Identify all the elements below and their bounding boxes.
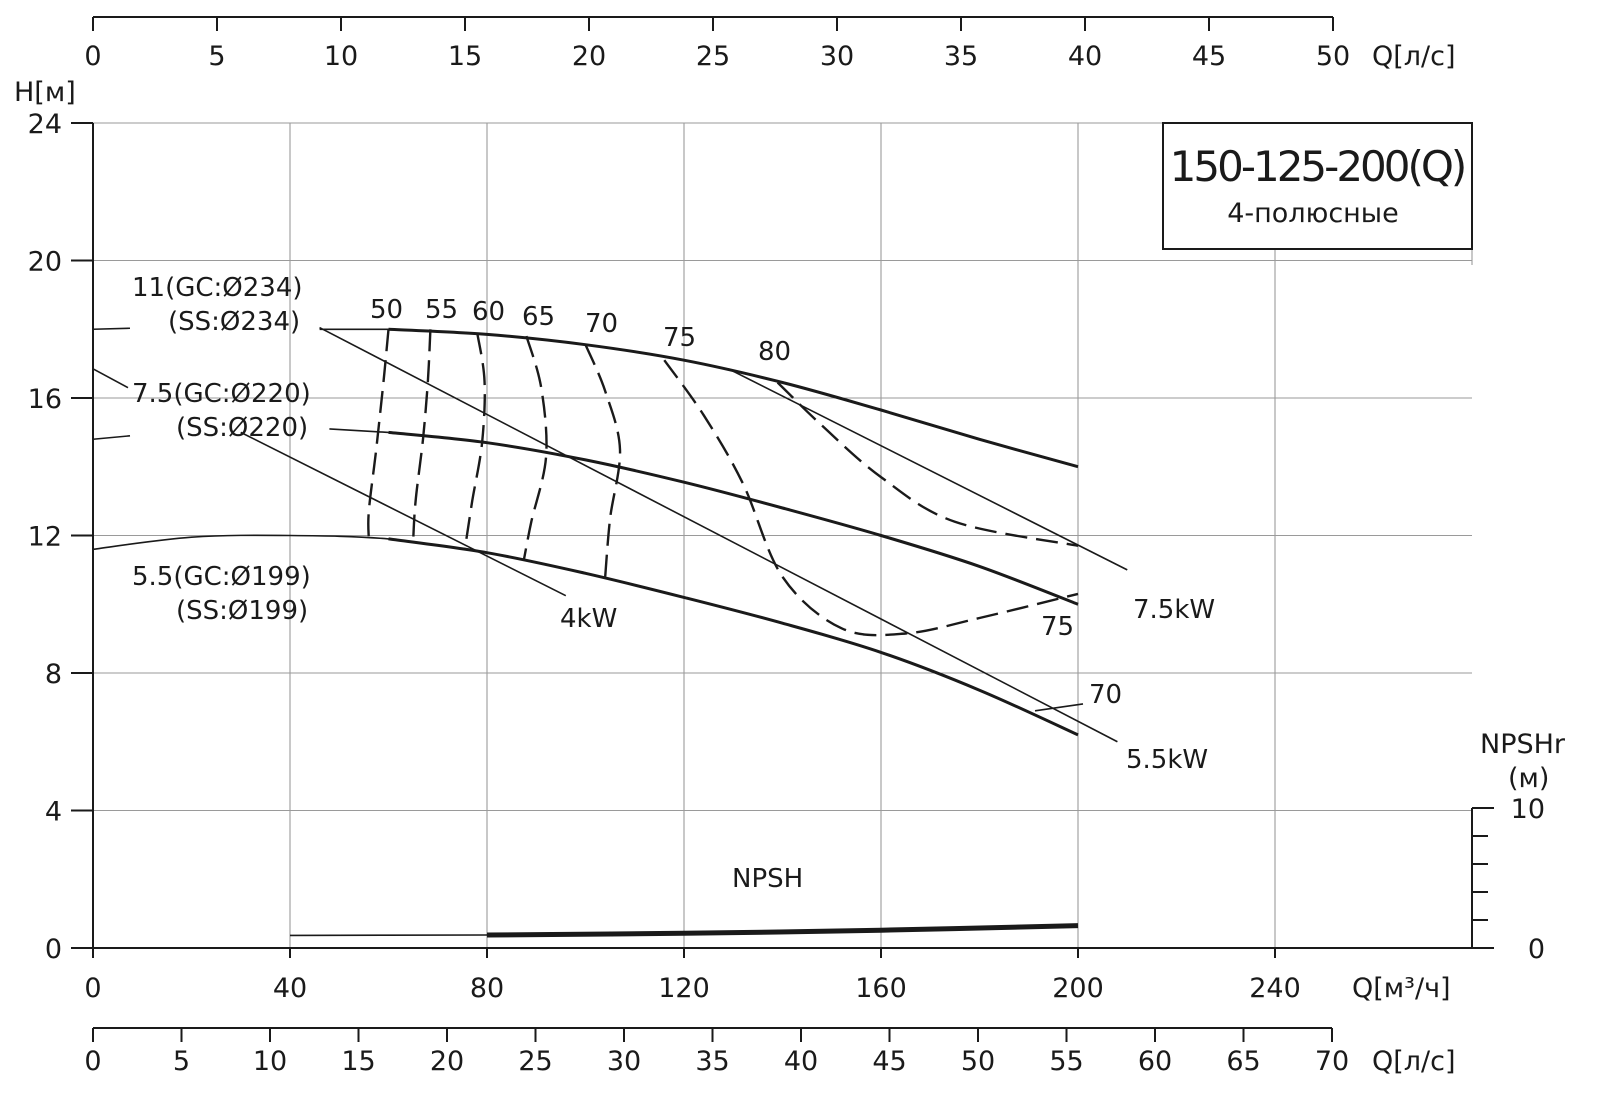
eff-label-60: 60 [472, 297, 505, 327]
top-tick-label-30: 30 [820, 41, 854, 72]
bottom-tick-label-40: 40 [784, 1046, 818, 1077]
head-curve-7-5kw-d220 [388, 430, 1079, 606]
curve-label-11-line2: (SS:Ø234) [168, 307, 300, 337]
x-tick-label-0: 0 [84, 973, 101, 1004]
bottom-tick-label-20: 20 [430, 1046, 464, 1077]
top-tick-label-20: 20 [572, 41, 606, 72]
bottom-tick-label-70: 70 [1315, 1046, 1349, 1077]
y-tick-label-16: 16 [28, 384, 62, 415]
eff-label-70-right: 70 [1089, 680, 1122, 710]
efficiency-curve-60 [463, 332, 486, 550]
y-tick-label-8: 8 [45, 659, 62, 690]
top-tick-label-0: 0 [84, 41, 101, 72]
y-tick-label-24: 24 [28, 109, 62, 140]
y-tick-label-4: 4 [45, 797, 62, 828]
bottom-tick-label-10: 10 [253, 1046, 287, 1077]
bottom-tick-label-65: 65 [1226, 1046, 1260, 1077]
y-tick-label-12: 12 [28, 522, 62, 553]
x-tick-label-160: 160 [855, 973, 907, 1004]
top-tick-label-25: 25 [696, 41, 730, 72]
power-label-5-5kw: 5.5kW [1126, 745, 1208, 775]
x-tick-label-120: 120 [658, 973, 710, 1004]
efficiency-curve-70 [584, 344, 622, 577]
bottom-tick-label-15: 15 [341, 1046, 375, 1077]
y-axis-label: H[м] [14, 77, 76, 108]
curve-label-5-5-line2: (SS:Ø199) [176, 596, 308, 626]
bottom-tick-label-0: 0 [84, 1046, 101, 1077]
curve-label-7-5-line1: 7.5(GC:Ø220) [132, 379, 311, 409]
power-label-7-5kw: 7.5kW [1133, 595, 1215, 625]
curves-layer [92, 326, 1128, 938]
x-tick-label-40: 40 [273, 973, 307, 1004]
bottom-tick-label-35: 35 [695, 1046, 729, 1077]
eff-label-80: 80 [758, 337, 791, 367]
bottom-tick-label-60: 60 [1138, 1046, 1172, 1077]
grid-layer [93, 122, 1472, 948]
power-line-4kW [240, 431, 567, 597]
bottom-tick-label-5: 5 [173, 1046, 190, 1077]
top-tick-label-5: 5 [208, 41, 225, 72]
npsh-curve [486, 923, 1079, 938]
eff-label-75: 75 [663, 323, 696, 353]
top-axis-label: Q[л/с] [1372, 41, 1456, 72]
top-tick-label-10: 10 [324, 41, 358, 72]
bottom-tick-label-30: 30 [607, 1046, 641, 1077]
leader-11kw [92, 327, 131, 331]
x-tick-label-240: 240 [1249, 973, 1301, 1004]
power-label-4kw: 4kW [560, 604, 617, 634]
model-title-box: 150-125-200(Q) 4-полюсные [1162, 122, 1473, 250]
efficiency-curve-55 [411, 329, 432, 543]
npsh-tick-label-0: 0 [1528, 934, 1545, 965]
efficiency-curve-65 [522, 335, 548, 560]
curve-label-5-5-line1: 5.5(GC:Ø199) [132, 562, 311, 592]
curve-label-11-line1: 11(GC:Ø234) [132, 273, 303, 303]
eff-label-75-lower: 75 [1041, 612, 1074, 642]
npsh-axis-label-1: NPSHr [1480, 729, 1566, 760]
bottom-tick-label-50: 50 [961, 1046, 995, 1077]
head-curve-5-5kw-d199 [388, 537, 1079, 737]
npsh-axis-label-2: (м) [1508, 763, 1549, 794]
top-tick-label-35: 35 [944, 41, 978, 72]
y-tick-label-0: 0 [45, 934, 62, 965]
chart-title: 150-125-200(Q) [1170, 142, 1465, 191]
power-line-7-5kW [727, 368, 1128, 571]
bottom-tick-label-45: 45 [872, 1046, 906, 1077]
leader-7-5kw-a [92, 368, 129, 389]
leader-7-5kw-b [92, 435, 131, 441]
efficiency-curve-80 [776, 381, 1079, 547]
bottom-tick-label-25: 25 [518, 1046, 552, 1077]
axes-layer [71, 16, 1494, 1042]
chart-subtitle: 4-полюсные [1227, 198, 1399, 229]
npsh-tick-label-10: 10 [1511, 794, 1545, 825]
top-tick-label-50: 50 [1316, 41, 1350, 72]
top-tick-label-45: 45 [1192, 41, 1226, 72]
eff-label-50: 50 [370, 295, 403, 325]
head-curve-11kw-d234 [388, 327, 1079, 469]
x-axis-label: Q[м³/ч] [1352, 973, 1451, 1004]
head-curve-7-5kw-d220-thin [329, 428, 389, 434]
eff-label-55: 55 [425, 295, 458, 325]
leader-70 [1034, 703, 1084, 712]
eff-label-70: 70 [585, 309, 618, 339]
curve-label-7-5-line2: (SS:Ø220) [176, 413, 308, 443]
efficiency-curve-50 [367, 329, 390, 539]
top-tick-label-15: 15 [448, 41, 482, 72]
x-tick-label-80: 80 [470, 973, 504, 1004]
y-tick-label-20: 20 [28, 247, 62, 278]
bottom-axis-label: Q[л/с] [1372, 1046, 1456, 1077]
top-tick-label-40: 40 [1068, 41, 1102, 72]
bottom-tick-label-55: 55 [1049, 1046, 1083, 1077]
eff-label-65: 65 [522, 302, 555, 332]
npsh-curve-label: NPSH [732, 864, 803, 894]
power-line-5-5kW [319, 326, 1118, 743]
efficiency-curve-75 [663, 359, 1079, 637]
x-tick-label-200: 200 [1052, 973, 1104, 1004]
